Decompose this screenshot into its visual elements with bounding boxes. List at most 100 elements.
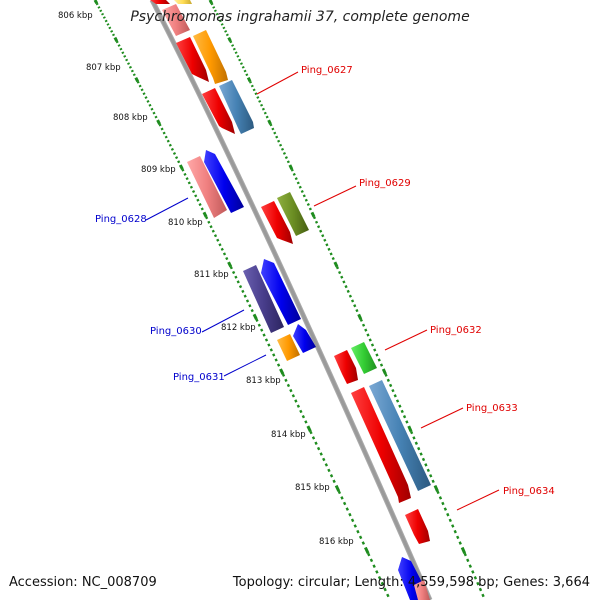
track-dash bbox=[136, 80, 140, 84]
track-dash bbox=[212, 6, 216, 9]
gene-arrow[interactable] bbox=[261, 201, 293, 244]
track-dash bbox=[319, 452, 323, 456]
track-dash bbox=[279, 368, 285, 375]
track-dash bbox=[229, 40, 233, 44]
gene-arrow[interactable] bbox=[277, 334, 300, 361]
track-dash bbox=[241, 65, 245, 69]
track-dash bbox=[260, 103, 264, 107]
track-dash bbox=[312, 216, 317, 220]
gene-label-ping-0632[interactable]: Ping_0632 bbox=[430, 325, 482, 336]
gene-arrow[interactable] bbox=[334, 350, 358, 384]
gene-arrow[interactable] bbox=[162, 4, 190, 36]
track-dash bbox=[208, 0, 214, 4]
track-dash bbox=[231, 44, 235, 47]
track-dash bbox=[395, 399, 400, 403]
track-dash bbox=[381, 368, 387, 375]
gene-arrow[interactable] bbox=[261, 259, 301, 325]
track-dash bbox=[431, 479, 435, 484]
gene-arrow[interactable] bbox=[351, 342, 377, 374]
track-dash bbox=[281, 373, 286, 377]
gene-label-ping-0630[interactable]: Ping_0630 bbox=[150, 326, 202, 337]
track-dash bbox=[296, 181, 300, 185]
callout-line bbox=[256, 71, 299, 95]
gene-label-ping-0633[interactable]: Ping_0633 bbox=[466, 403, 518, 414]
gene-arrow[interactable] bbox=[219, 80, 254, 134]
track-dash bbox=[243, 294, 247, 298]
track-dash bbox=[207, 220, 211, 224]
gene-arrow[interactable] bbox=[187, 156, 227, 218]
track-dash bbox=[299, 409, 303, 414]
gene-label-ping-0634[interactable]: Ping_0634 bbox=[503, 486, 555, 497]
gene-arrow[interactable] bbox=[414, 580, 430, 600]
track-dash bbox=[248, 304, 252, 308]
track-dash bbox=[398, 404, 402, 408]
gene-label-ping-0631[interactable]: Ping_0631 bbox=[173, 372, 225, 383]
track-dash bbox=[311, 436, 316, 440]
genome-backbone bbox=[149, 0, 433, 600]
gene-features bbox=[150, 0, 431, 600]
callout-line bbox=[384, 329, 428, 351]
gene-label-ping-0628[interactable]: Ping_0628 bbox=[95, 214, 147, 225]
track-dash bbox=[178, 164, 184, 170]
gene-arrow[interactable] bbox=[202, 88, 235, 134]
track-dash bbox=[300, 190, 304, 194]
track-dash bbox=[292, 172, 296, 176]
track-dash bbox=[473, 575, 478, 580]
callout-line bbox=[420, 407, 464, 429]
track-dash bbox=[436, 490, 440, 495]
gene-label-ping-0629[interactable]: Ping_0629 bbox=[359, 178, 411, 189]
track-dash bbox=[309, 430, 313, 435]
track-dash bbox=[335, 266, 340, 270]
track-dash bbox=[222, 26, 226, 30]
track-dash bbox=[265, 115, 269, 119]
track-dash bbox=[458, 541, 462, 545]
gene-arrow[interactable] bbox=[277, 192, 309, 236]
track-dash bbox=[222, 252, 227, 256]
track-dash bbox=[386, 593, 390, 598]
track-dash bbox=[146, 99, 150, 103]
track-dash bbox=[102, 16, 106, 19]
track-dash bbox=[327, 468, 331, 473]
track-dash bbox=[319, 229, 323, 233]
gene-arrow[interactable] bbox=[193, 30, 228, 84]
gene-arrow[interactable] bbox=[243, 265, 284, 333]
gene-arrow[interactable] bbox=[150, 0, 170, 4]
gene-arrow[interactable] bbox=[405, 509, 430, 544]
track-dash bbox=[99, 9, 103, 13]
genome-summary: Topology: circular; Length: 4,559,598 bp… bbox=[232, 575, 590, 590]
track-dash bbox=[337, 490, 342, 495]
gene-arrow[interactable] bbox=[204, 150, 244, 213]
gene-arrow[interactable] bbox=[369, 380, 431, 491]
track-dash bbox=[134, 76, 140, 83]
track-dash bbox=[168, 143, 172, 147]
tick-label: 811 kbp bbox=[194, 270, 229, 280]
track-dash bbox=[288, 164, 294, 170]
track-dash bbox=[424, 463, 428, 467]
gene-arrow[interactable] bbox=[351, 387, 411, 503]
track-dash bbox=[294, 399, 298, 403]
track-dash bbox=[213, 9, 217, 13]
track-dash bbox=[175, 156, 179, 160]
track-dash bbox=[95, 2, 99, 6]
track-dash bbox=[112, 33, 115, 37]
track-dash bbox=[130, 69, 134, 73]
track-dash bbox=[375, 353, 379, 357]
gene-arrow[interactable] bbox=[293, 324, 316, 353]
track-dash bbox=[344, 285, 348, 289]
gene-arrow[interactable] bbox=[176, 37, 209, 82]
track-dash bbox=[274, 358, 278, 362]
callout-line bbox=[201, 309, 245, 333]
track-dash bbox=[217, 16, 221, 19]
track-dash bbox=[323, 238, 327, 242]
track-dash bbox=[290, 168, 294, 172]
track-dash bbox=[271, 127, 275, 131]
track-dash bbox=[373, 348, 377, 352]
gene-label-ping-0627[interactable]: Ping_0627 bbox=[301, 65, 353, 76]
track-dash bbox=[185, 177, 189, 181]
track-dash bbox=[220, 23, 224, 26]
gene-arrow[interactable] bbox=[174, 0, 192, 4]
track-dash bbox=[115, 40, 119, 44]
track-dash bbox=[324, 463, 329, 467]
track-dash bbox=[194, 194, 198, 198]
